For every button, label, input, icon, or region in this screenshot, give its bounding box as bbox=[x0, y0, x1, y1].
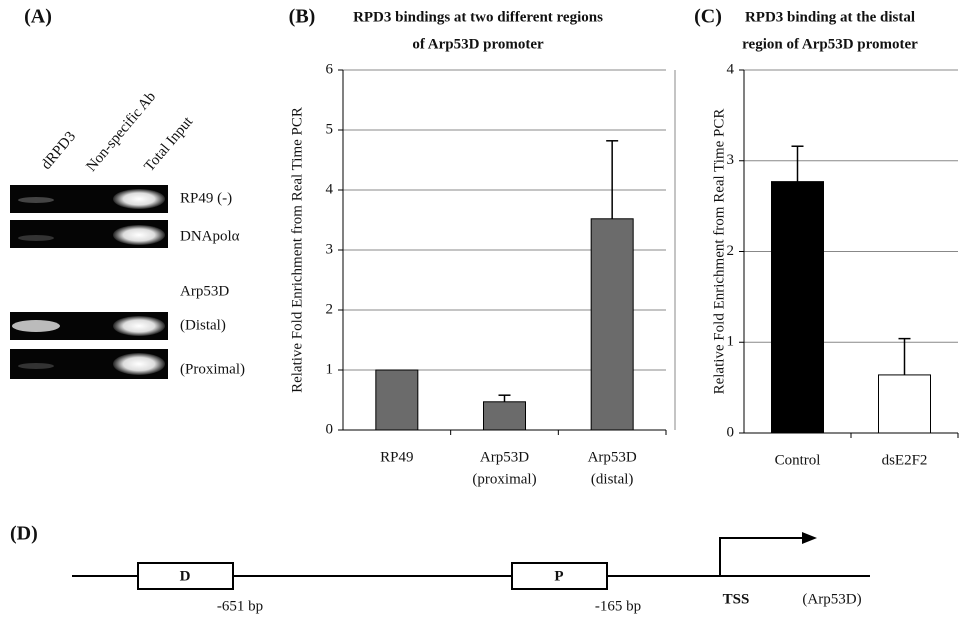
tss-label: TSS bbox=[723, 591, 750, 607]
row-label: Arp53D bbox=[180, 283, 229, 299]
y-tick-label: 5 bbox=[326, 121, 334, 137]
x-tick-label: (proximal) bbox=[472, 471, 536, 487]
x-tick-label: (distal) bbox=[591, 471, 634, 487]
gel bbox=[10, 185, 168, 379]
row-label: (Proximal) bbox=[180, 361, 245, 377]
y-axis-label: Relative Fold Enrichment from Real Time … bbox=[289, 107, 305, 393]
position-label: -165 bp bbox=[595, 598, 641, 614]
row-label: RP49 (-) bbox=[180, 190, 232, 206]
chart-title: region of Arp53D promoter bbox=[742, 36, 918, 52]
y-tick-label: 0 bbox=[326, 421, 334, 437]
row-label: (Distal) bbox=[180, 317, 226, 333]
box-label: P bbox=[554, 568, 563, 584]
bar bbox=[879, 375, 931, 433]
gene-label: (Arp53D) bbox=[802, 591, 861, 607]
bar bbox=[376, 370, 418, 430]
y-tick-label: 2 bbox=[727, 243, 735, 259]
y-tick-label: 0 bbox=[727, 424, 735, 440]
y-tick-label: 3 bbox=[727, 152, 735, 168]
figure: (A) dRPD3 Non-specific Ab Total Input RP… bbox=[0, 0, 962, 624]
x-tick-label: Control bbox=[775, 452, 821, 468]
x-tick-label: Arp53D bbox=[588, 449, 637, 465]
arrow-head bbox=[802, 532, 817, 544]
y-tick-label: 3 bbox=[326, 241, 334, 257]
box-label: D bbox=[180, 568, 191, 584]
y-axis-label: Relative Fold Enrichment from Real Time … bbox=[711, 109, 727, 395]
bar bbox=[591, 219, 633, 430]
x-tick-label: dsE2F2 bbox=[882, 452, 928, 468]
lane-label: dRPD3 bbox=[38, 129, 79, 173]
panel-label: (D) bbox=[10, 523, 38, 545]
y-tick-label: 6 bbox=[326, 61, 334, 77]
panel-label: (B) bbox=[289, 6, 316, 28]
y-tick-label: 4 bbox=[326, 181, 334, 197]
x-tick-label: RP49 bbox=[380, 449, 413, 465]
y-tick-label: 1 bbox=[727, 334, 735, 350]
lane-label: Total Input bbox=[141, 113, 196, 174]
row-label: DNApolα bbox=[180, 228, 240, 244]
y-tick-label: 2 bbox=[326, 301, 334, 317]
chart-title: RPD3 bindings at two different regions bbox=[353, 9, 603, 25]
y-tick-label: 4 bbox=[727, 61, 735, 77]
y-tick-label: 1 bbox=[326, 361, 334, 377]
x-tick-label: Arp53D bbox=[480, 449, 529, 465]
tss-arrow bbox=[720, 538, 805, 576]
chart-title: RPD3 binding at the distal bbox=[745, 9, 915, 25]
bar bbox=[484, 402, 526, 430]
chart-title: of Arp53D promoter bbox=[412, 36, 544, 52]
position-label: -651 bp bbox=[217, 598, 263, 614]
bar bbox=[772, 182, 824, 433]
panel-label: (C) bbox=[694, 6, 722, 28]
panel-label: (A) bbox=[24, 6, 52, 28]
